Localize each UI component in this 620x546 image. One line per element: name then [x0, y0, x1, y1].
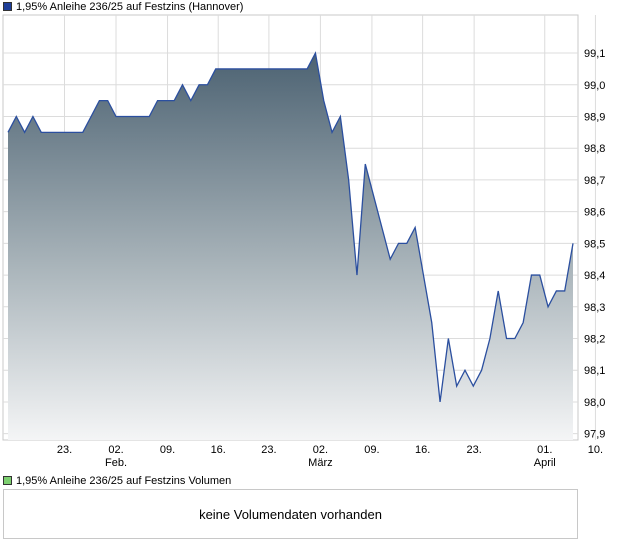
y-tick-label: 98,3 [584, 302, 605, 314]
y-tick-label: 98,4 [584, 270, 605, 282]
price-legend-label: 1,95% Anleihe 236/25 auf Festzins (Hanno… [16, 0, 244, 13]
y-tick-label: 97,9 [584, 429, 605, 441]
x-month-label: März [308, 457, 332, 469]
x-tick-label: 09. [160, 444, 175, 456]
y-tick-label: 98,6 [584, 207, 605, 219]
y-tick-label: 99,0 [584, 80, 605, 92]
x-tick-label: 09. [364, 444, 379, 456]
y-tick-label: 98,5 [584, 238, 605, 250]
x-tick-label: 16. [211, 444, 226, 456]
y-tick-label: 98,2 [584, 334, 605, 346]
price-chart: 99,1 99,0 98,9 98,8 98,7 98,6 98,5 98,4 98,3 98,2… [2, 14, 605, 469]
y-tick-label: 98,1 [584, 365, 605, 377]
x-tick-label: 16. [415, 444, 430, 456]
x-tick-label: 23. [466, 444, 481, 456]
x-month-label: Feb. [105, 457, 127, 469]
y-tick-label: 99,1 [584, 48, 605, 60]
volume-legend: 1,95% Anleihe 236/25 auf Festzins Volume… [3, 474, 231, 487]
x-tick-label: 23. [57, 444, 72, 456]
x-tick-label: 02. [313, 444, 328, 456]
x-tick-label: 02. [108, 444, 123, 456]
price-line [7, 51, 574, 403]
volume-empty-message: keine Volumendaten vorhanden [199, 506, 382, 522]
volume-panel: keine Volumendaten vorhanden [3, 489, 578, 539]
y-axis-ticks: 99,1 99,0 98,9 98,8 98,7 98,6 98,5 98,4 98,3 98,2… [584, 48, 605, 441]
x-tick-label: 01. [537, 444, 552, 456]
x-month-label: April [534, 457, 556, 469]
x-tick-label: 23. [261, 444, 276, 456]
y-tick-label: 98,7 [584, 175, 605, 187]
volume-legend-swatch [3, 476, 12, 485]
x-tick-label: 10. [588, 444, 603, 456]
price-legend: 1,95% Anleihe 236/25 auf Festzins (Hanno… [3, 0, 243, 13]
volume-legend-label: 1,95% Anleihe 236/25 auf Festzins Volume… [16, 474, 232, 487]
y-tick-label: 98,0 [584, 397, 605, 409]
y-tick-label: 98,9 [584, 111, 605, 123]
price-area [8, 53, 573, 441]
price-legend-swatch [3, 2, 12, 11]
y-tick-label: 98,8 [584, 143, 605, 155]
